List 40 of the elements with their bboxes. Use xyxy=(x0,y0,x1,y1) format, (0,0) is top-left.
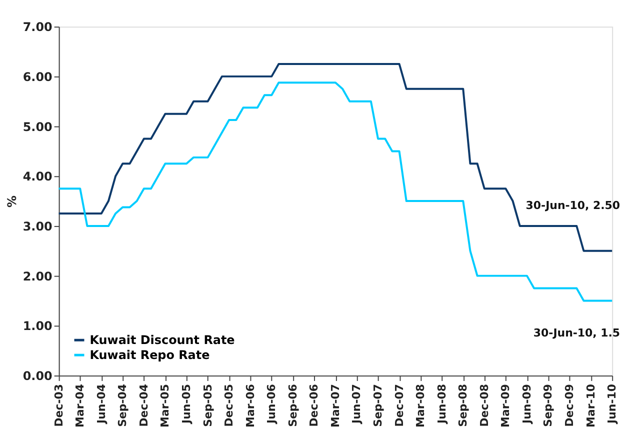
y-tick-label: 3.00 xyxy=(22,219,52,234)
x-tick-label: Jun-04 xyxy=(94,384,108,424)
x-tick-label: Sep-09 xyxy=(542,384,555,427)
x-tick-label: Mar-04 xyxy=(74,384,87,428)
x-tick-label: Sep-08 xyxy=(456,384,470,427)
x-tick-label: Mar-09 xyxy=(499,384,512,428)
x-tick-label: Mar-05 xyxy=(158,384,172,428)
x-tick-label: Dec-04 xyxy=(137,384,150,427)
x-tick-label: Jun-05 xyxy=(180,384,193,424)
x-tick-label: Dec-07 xyxy=(392,384,406,427)
x-tick-label: Dec-09 xyxy=(563,384,576,427)
x-tick-label: Mar-06 xyxy=(244,384,257,428)
y-tick-label: 6.00 xyxy=(22,70,52,84)
legend-label: Kuwait Discount Rate xyxy=(90,333,235,348)
x-tick-label: Mar-08 xyxy=(414,384,428,428)
x-tick-label: Dec-08 xyxy=(478,384,491,427)
x-tick-label: Sep-04 xyxy=(116,384,130,427)
x-tick-label: Dec-06 xyxy=(308,384,321,427)
x-tick-label: Jun-07 xyxy=(350,384,364,424)
x-tick-label: Sep-05 xyxy=(201,384,214,427)
annotation: 30-Jun-10, 1.5 xyxy=(533,326,620,340)
x-tick-label: Jun-06 xyxy=(265,384,278,424)
y-tick-label: 7.00 xyxy=(22,20,52,34)
x-tick-label: Mar-10 xyxy=(584,384,598,428)
x-tick-label: Jun-08 xyxy=(435,384,448,424)
y-axis-title: % xyxy=(4,196,19,208)
x-tick-label: Sep-07 xyxy=(371,384,384,427)
x-tick-label: Sep-06 xyxy=(286,384,300,427)
x-tick-label: Dec-05 xyxy=(222,384,236,427)
legend-label: Kuwait Repo Rate xyxy=(90,348,210,362)
y-tick-label: 1.00 xyxy=(22,319,52,334)
annotation: 30-Jun-10, 2.50 xyxy=(526,199,620,212)
x-tick-label: Jun-10 xyxy=(606,384,619,424)
x-tick-label: Mar-07 xyxy=(328,384,342,428)
y-tick-label: 4.00 xyxy=(22,170,52,184)
x-tick-label: Jun-09 xyxy=(520,384,534,424)
y-tick-label: 2.00 xyxy=(22,269,52,284)
y-tick-label: 0.00 xyxy=(22,368,52,383)
y-tick-label: 5.00 xyxy=(22,120,52,134)
x-tick-label: Dec-03 xyxy=(52,384,66,427)
